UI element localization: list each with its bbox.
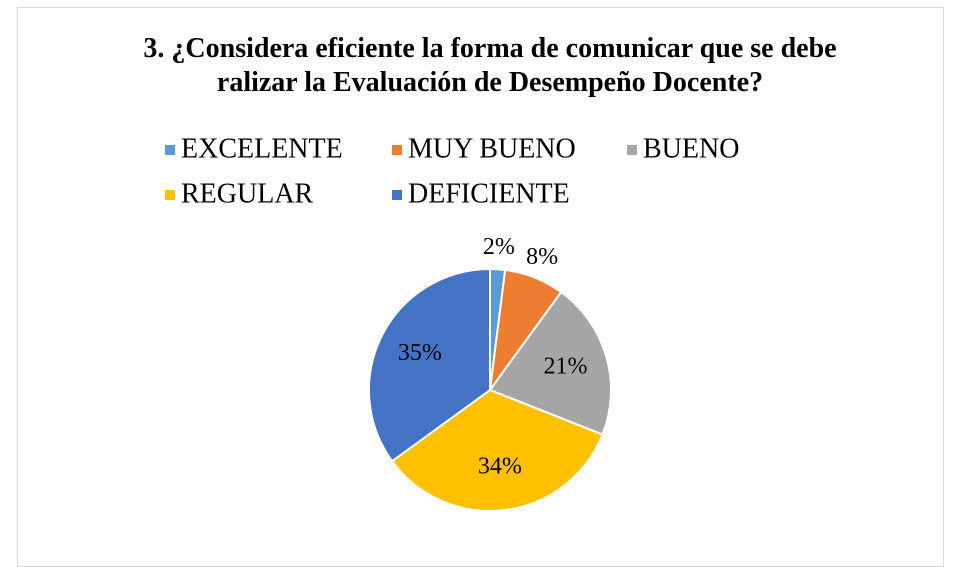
legend-label: EXCELENTE	[181, 133, 343, 164]
legend-swatch	[165, 190, 175, 200]
pie-slice	[488, 290, 612, 436]
data-label: 34%	[478, 454, 522, 480]
pie-slice	[368, 267, 491, 463]
legend-swatch	[392, 190, 402, 200]
data-label: 35%	[398, 340, 442, 366]
legend-swatch	[392, 145, 402, 155]
data-label: 8%	[526, 244, 558, 270]
legend-swatch	[165, 145, 175, 155]
legend-label: BUENO	[643, 133, 739, 164]
legend-label: DEFICIENTE	[408, 178, 570, 209]
chart-title: 3. ¿Considera eficiente la forma de comu…	[143, 33, 837, 98]
pie-slice	[390, 388, 604, 512]
data-label: 2%	[483, 234, 515, 260]
data-label: 21%	[544, 354, 588, 380]
legend-label: MUY BUENO	[408, 133, 576, 164]
legend-label: REGULAR	[181, 178, 314, 209]
legend-swatch	[627, 145, 637, 155]
